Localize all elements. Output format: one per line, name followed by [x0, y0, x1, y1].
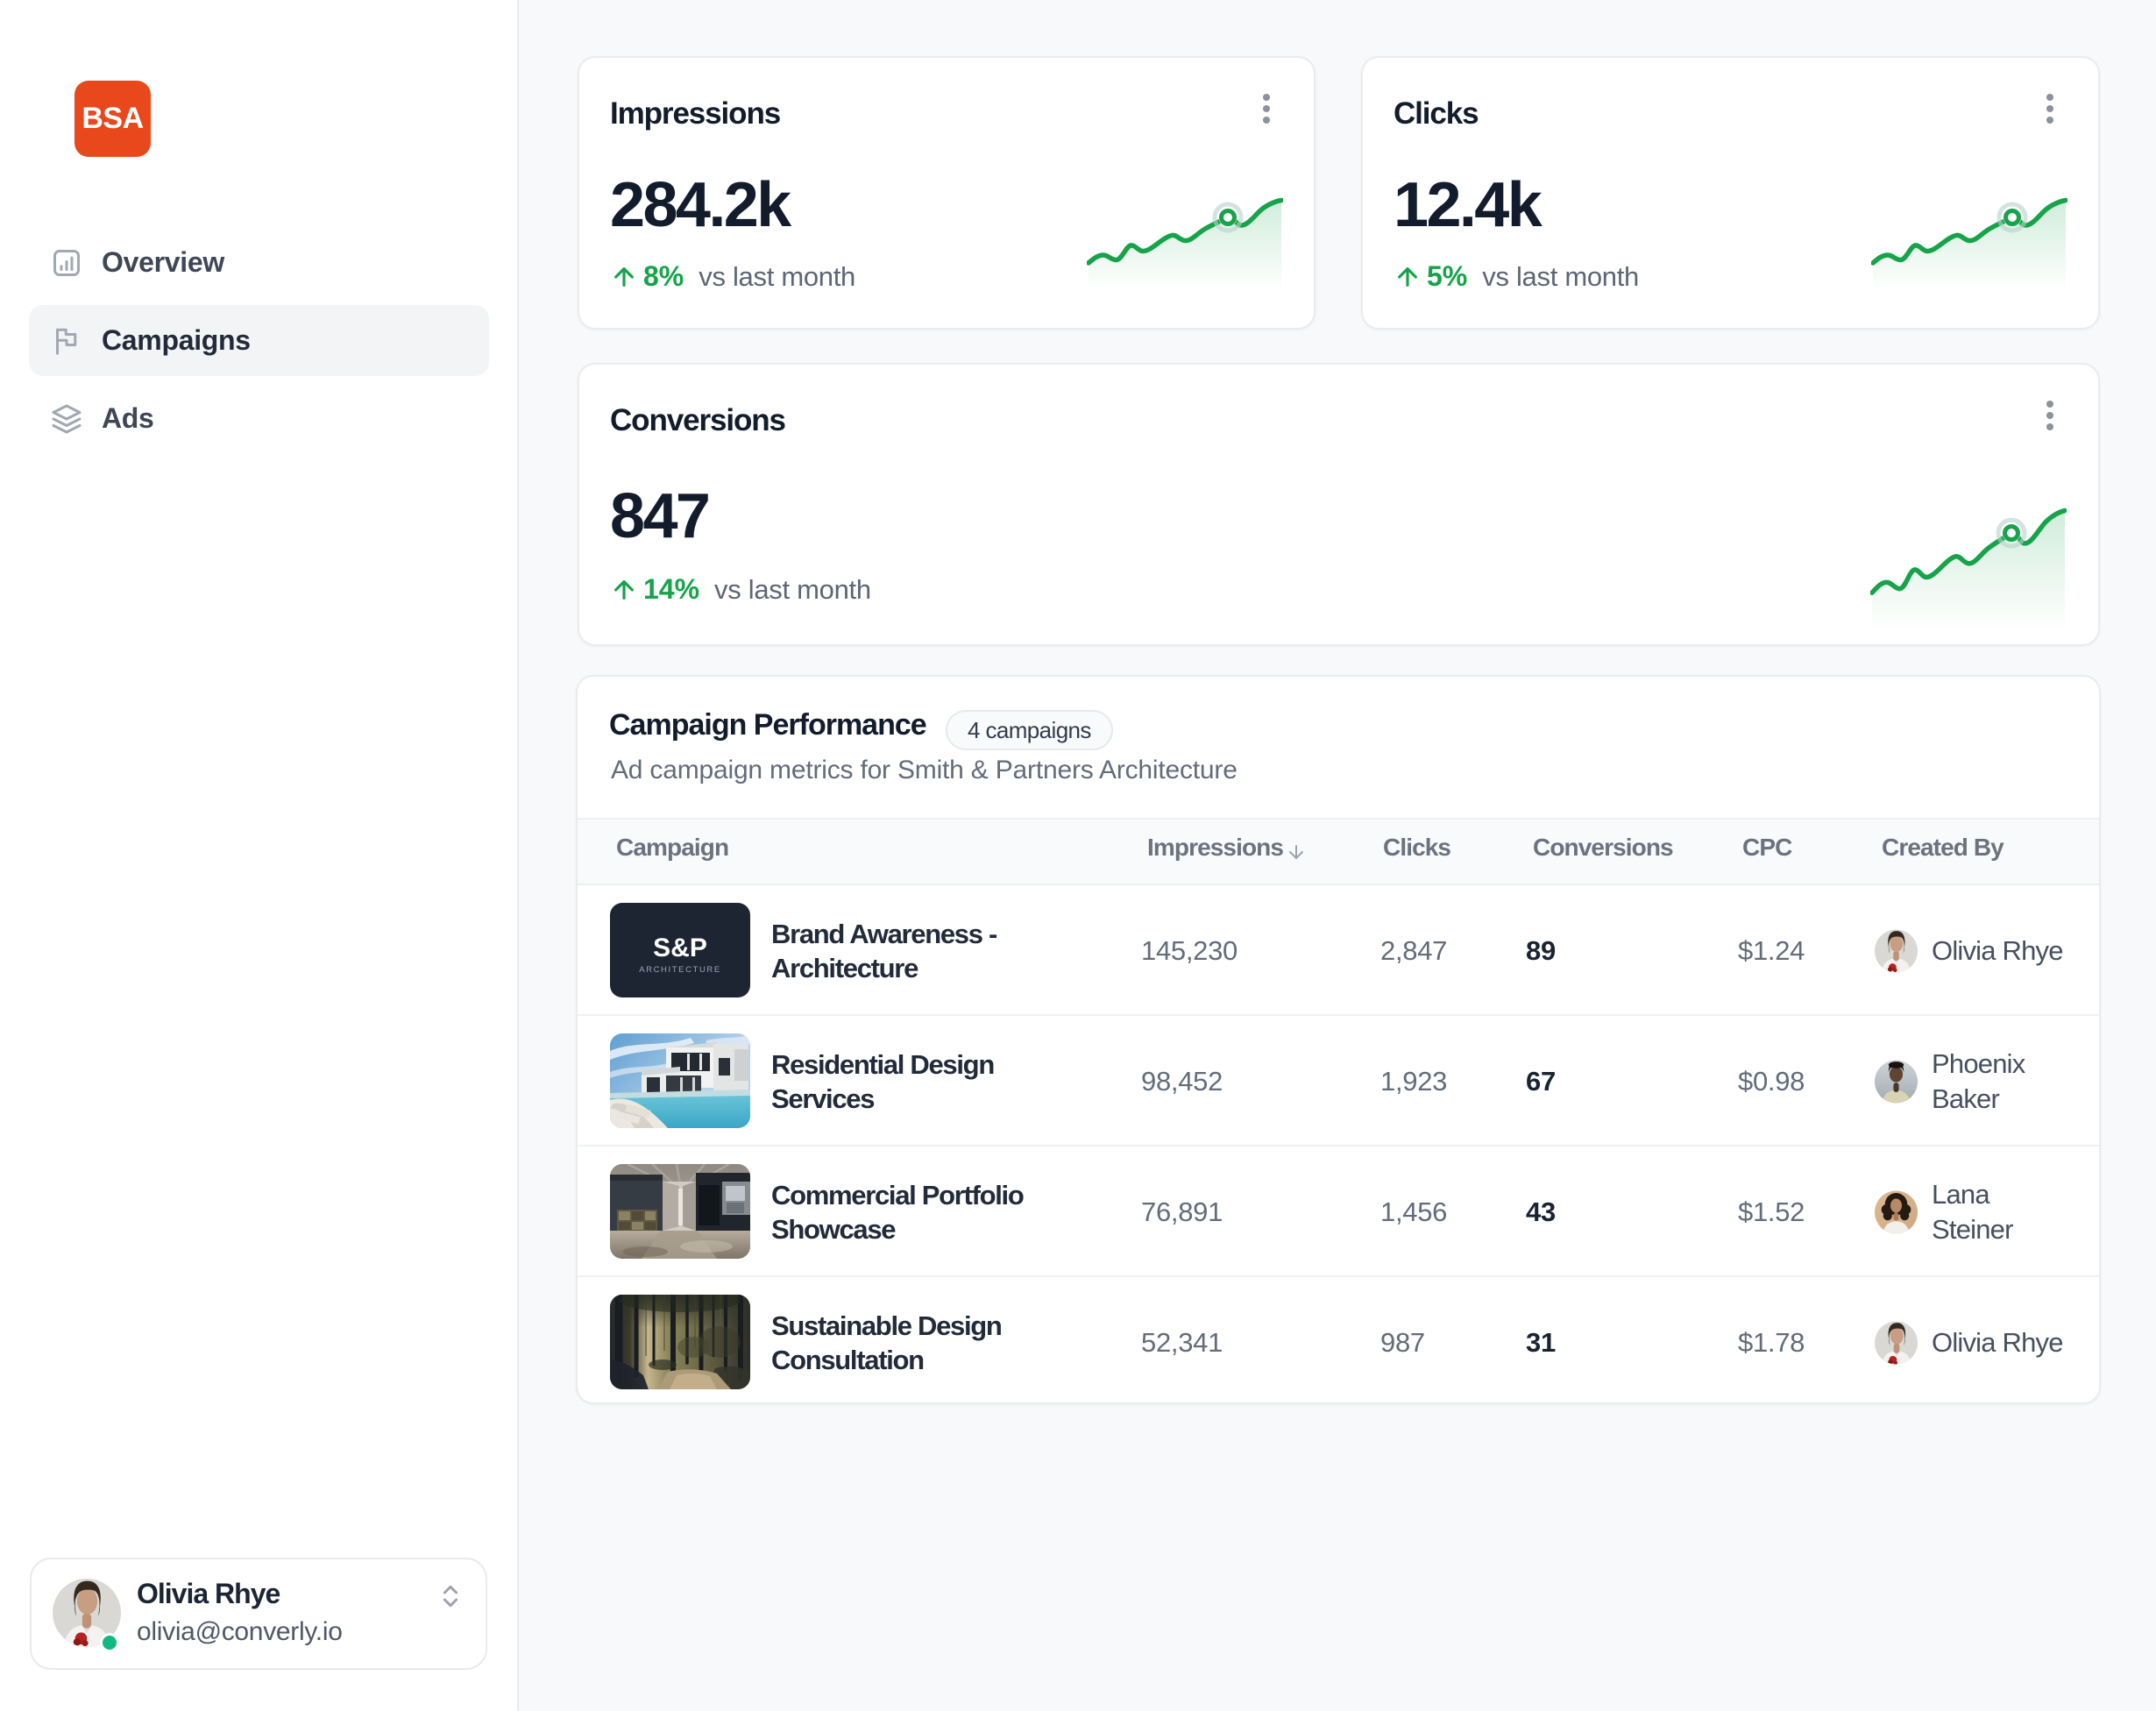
svg-text:S&P: S&P [653, 934, 707, 962]
svg-text:ARCHITECTURE: ARCHITECTURE [639, 965, 721, 975]
